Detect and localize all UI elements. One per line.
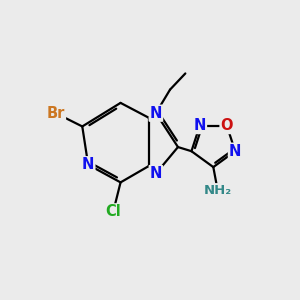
Text: N: N [150,106,162,121]
Text: N: N [150,166,162,181]
Text: N: N [82,157,94,172]
Text: Br: Br [46,106,65,121]
Text: NH₂: NH₂ [204,184,232,197]
Text: Cl: Cl [105,204,121,219]
Text: N: N [194,118,206,133]
Text: O: O [220,118,233,133]
Text: N: N [229,144,241,159]
